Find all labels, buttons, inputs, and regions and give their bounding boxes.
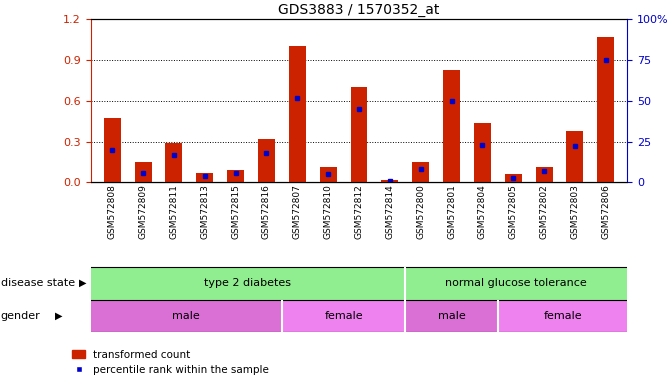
Text: GSM572811: GSM572811: [169, 184, 178, 239]
Bar: [381, 180, 399, 182]
Text: GSM572812: GSM572812: [354, 184, 364, 239]
Text: gender: gender: [1, 311, 40, 321]
Text: GSM572813: GSM572813: [200, 184, 209, 239]
Text: ▶: ▶: [79, 278, 87, 288]
Text: GSM572802: GSM572802: [539, 184, 549, 239]
Bar: [350, 87, 368, 182]
Bar: [474, 122, 491, 182]
Text: disease state: disease state: [1, 278, 74, 288]
Text: male: male: [172, 311, 200, 321]
Bar: [412, 162, 429, 182]
Text: GSM572801: GSM572801: [447, 184, 456, 239]
Text: GSM572805: GSM572805: [509, 184, 518, 239]
Bar: [535, 167, 553, 182]
Text: GSM572800: GSM572800: [416, 184, 425, 239]
Bar: [597, 37, 614, 182]
Bar: [289, 46, 306, 182]
Text: GSM572815: GSM572815: [231, 184, 240, 239]
Bar: [91, 267, 405, 300]
Text: female: female: [324, 311, 363, 321]
Title: GDS3883 / 1570352_at: GDS3883 / 1570352_at: [278, 3, 440, 17]
Bar: [196, 173, 213, 182]
Bar: [165, 143, 183, 182]
Text: GSM572803: GSM572803: [570, 184, 580, 239]
Legend: transformed count, percentile rank within the sample: transformed count, percentile rank withi…: [72, 350, 269, 375]
Text: GSM572806: GSM572806: [601, 184, 611, 239]
Text: GSM572804: GSM572804: [478, 184, 487, 239]
Text: GSM572809: GSM572809: [138, 184, 148, 239]
Bar: [566, 131, 583, 182]
Text: type 2 diabetes: type 2 diabetes: [205, 278, 291, 288]
Bar: [135, 162, 152, 182]
Bar: [258, 139, 275, 182]
Text: normal glucose tolerance: normal glucose tolerance: [446, 278, 587, 288]
Bar: [91, 300, 282, 332]
Bar: [405, 300, 498, 332]
Text: GSM572816: GSM572816: [262, 184, 271, 239]
Bar: [405, 267, 627, 300]
Bar: [505, 174, 522, 182]
Bar: [282, 300, 405, 332]
Text: GSM572810: GSM572810: [323, 184, 333, 239]
Bar: [443, 70, 460, 182]
Bar: [104, 119, 121, 182]
Bar: [319, 167, 337, 182]
Text: GSM572814: GSM572814: [385, 184, 395, 239]
Bar: [227, 170, 244, 182]
Text: male: male: [437, 311, 466, 321]
Text: female: female: [544, 311, 582, 321]
Text: ▶: ▶: [55, 311, 62, 321]
Bar: [498, 300, 627, 332]
Text: GSM572808: GSM572808: [107, 184, 117, 239]
Text: GSM572807: GSM572807: [293, 184, 302, 239]
